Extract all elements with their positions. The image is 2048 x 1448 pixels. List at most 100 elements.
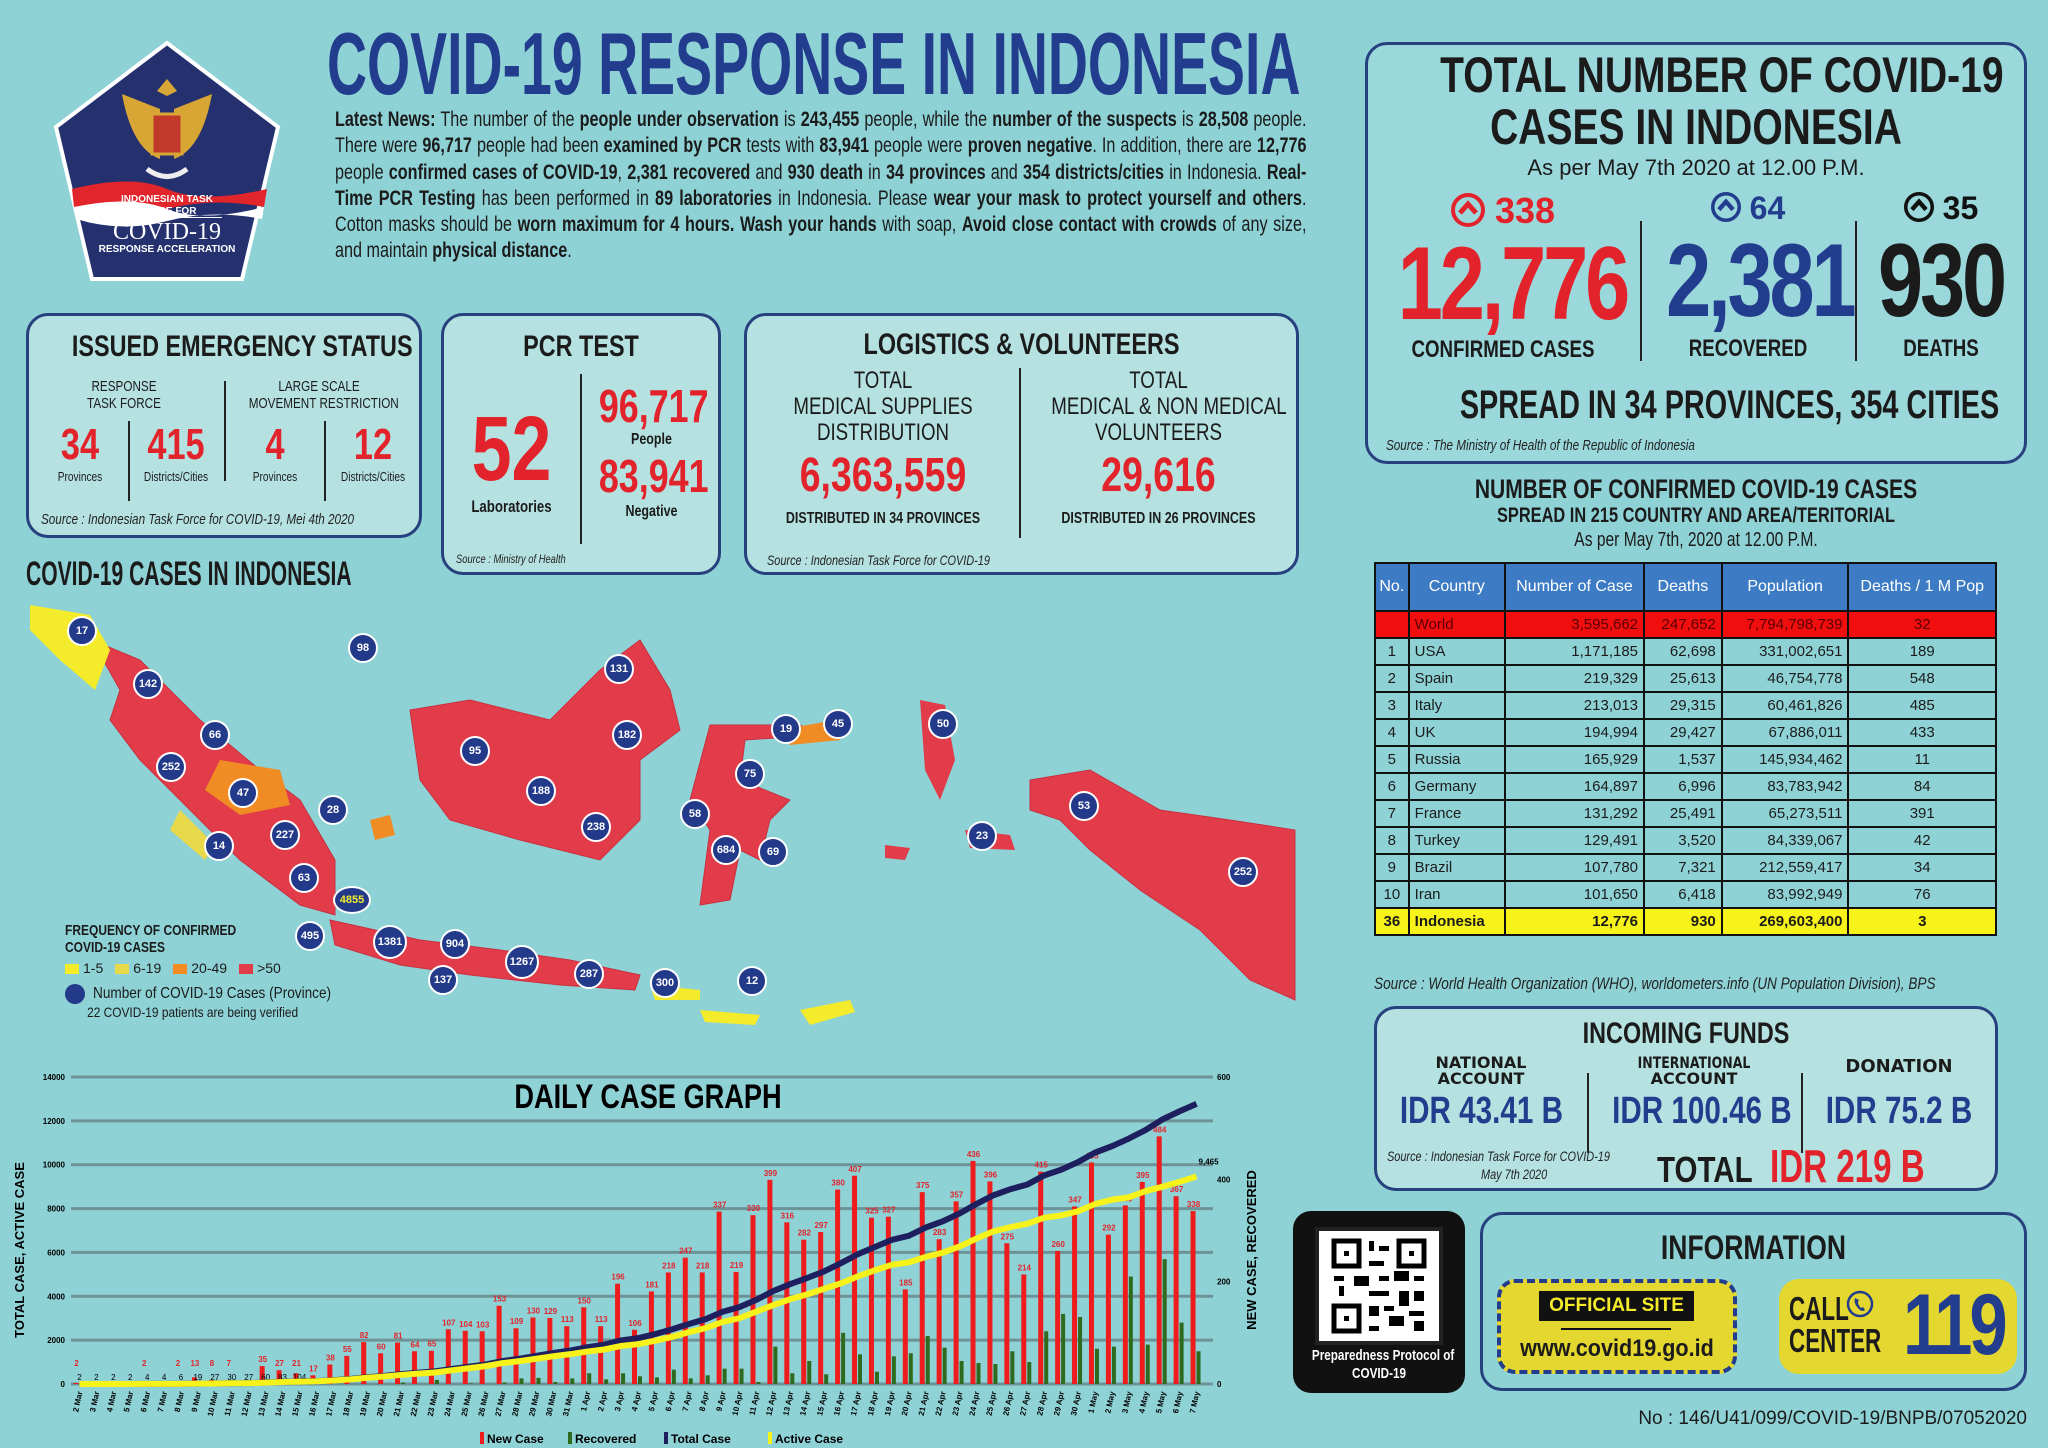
province-bubble[interactable]: 53 — [1069, 791, 1099, 821]
logo-line: RESPONSE ACCELERATION — [98, 244, 236, 255]
y-tick-label: 0 — [61, 1380, 66, 1389]
province-bubble[interactable]: 1381 — [373, 925, 407, 959]
province-bubble[interactable]: 28 — [318, 795, 348, 825]
news-text: is — [778, 108, 801, 131]
early-label: 4 — [145, 1373, 150, 1382]
new-case-label: 380 — [831, 1179, 845, 1188]
x-tick-label: 21 Apr — [917, 1391, 931, 1417]
news-highlight: 89 laboratories — [655, 186, 772, 210]
province-bubble[interactable]: 142 — [133, 669, 163, 699]
province-bubble[interactable]: 904 — [440, 929, 470, 959]
logo-text: INDONESIAN TASK FORCE FOR COVID-19 RESPO… — [52, 194, 282, 255]
website-url[interactable]: www.covid19.go.id — [1520, 1335, 1714, 1362]
table-cell: Italy — [1407, 691, 1506, 720]
early-label: 30 — [227, 1373, 236, 1382]
province-bubble[interactable]: 66 — [200, 720, 230, 750]
x-tick-label: 7 May — [1188, 1390, 1202, 1414]
recovered-bar — [1196, 1351, 1201, 1384]
recovered-bar — [790, 1373, 795, 1384]
x-tick-label: 20 Mar — [375, 1391, 389, 1418]
new-case-label: 64 — [411, 1340, 420, 1349]
total-cases-panel: TOTAL NUMBER OF COVID-19 CASES IN INDONE… — [1365, 42, 2027, 464]
latest-news-paragraph: Latest News: The number of the people un… — [335, 107, 1306, 265]
province-bubble[interactable]: 17 — [67, 616, 97, 646]
logo-covid: COVID-19 — [113, 219, 221, 245]
province-bubble[interactable]: 98 — [348, 633, 378, 663]
province-bubble[interactable]: 63 — [289, 863, 319, 893]
x-tick-label: 2 May — [1103, 1390, 1117, 1414]
label: Districts/Cities — [143, 469, 209, 484]
province-bubble[interactable]: 12 — [737, 966, 767, 996]
logistics-title: LOGISTICS & VOLUNTEERS — [863, 328, 1180, 361]
early-label: 27 — [244, 1373, 253, 1382]
label: DISTRIBUTED IN 34 PROVINCES — [785, 510, 981, 527]
table-row: 7 France 131,292 25,491 65,273,511 391 — [1374, 799, 1997, 828]
call-center-number[interactable]: 119 — [1903, 1277, 2008, 1373]
province-bubble[interactable]: 47 — [228, 778, 258, 808]
province-bubble[interactable]: 287 — [574, 959, 604, 989]
early-label: 2 — [94, 1373, 99, 1382]
recovered-bar — [756, 1381, 761, 1384]
x-tick-label: 1 Apr — [579, 1391, 592, 1413]
new-case-label: 2 — [176, 1359, 181, 1368]
province-bubble[interactable]: 58 — [680, 799, 710, 829]
province-bubble[interactable]: 45 — [823, 709, 853, 739]
y-tick-label: 4000 — [47, 1292, 65, 1301]
province-bubble[interactable]: 182 — [612, 720, 642, 750]
province-bubble[interactable]: 14 — [204, 831, 234, 861]
official-site-link[interactable]: OFFICIAL SITE www.covid19.go.id — [1497, 1279, 1737, 1374]
province-bubble-jakarta[interactable]: 4855 — [333, 886, 371, 914]
call-center-button[interactable]: CALL CENTER 119 — [1779, 1277, 2017, 1374]
province-bubble[interactable]: 238 — [581, 812, 611, 842]
province-bubble[interactable]: 252 — [1228, 857, 1258, 887]
divider — [1019, 368, 1021, 538]
table-cell: 9 — [1374, 853, 1410, 882]
province-bubble[interactable]: 137 — [428, 965, 458, 995]
province-bubble[interactable]: 50 — [928, 709, 958, 739]
new-case-bar — [513, 1328, 519, 1384]
news-highlight: confirmed cases of COVID-19 — [388, 160, 618, 184]
x-tick-label: 30 Mar — [544, 1391, 558, 1418]
province-bubble[interactable]: 95 — [460, 736, 490, 766]
table-cell: 46,754,778 — [1720, 664, 1850, 693]
province-bubble[interactable]: 227 — [270, 820, 300, 850]
medical-supplies-count: 6,363,559 — [799, 449, 967, 502]
table-cell: Turkey — [1407, 826, 1506, 855]
province-bubble[interactable]: 75 — [735, 759, 765, 789]
new-case-bar — [1173, 1196, 1179, 1384]
province-bubble[interactable]: 684 — [711, 835, 741, 865]
province-bubble[interactable]: 300 — [650, 968, 680, 998]
x-tick-label: 3 Apr — [613, 1391, 626, 1413]
new-case-bar — [259, 1366, 265, 1384]
province-bubble[interactable]: 131 — [604, 654, 634, 684]
province-bubble[interactable]: 19 — [771, 714, 801, 744]
x-tick-label: 14 Apr — [798, 1391, 812, 1417]
province-bubble[interactable]: 23 — [967, 821, 997, 851]
y-right-tick-label: 0 — [1217, 1380, 1222, 1389]
province-bubble[interactable]: 1267 — [505, 945, 539, 979]
new-case-label: 292 — [1102, 1224, 1116, 1233]
qr-code-icon[interactable] — [1315, 1227, 1443, 1345]
legend-item: >50 — [239, 960, 281, 976]
table-cell: 67,886,011 — [1720, 718, 1850, 747]
table-cell: 7,321 — [1643, 853, 1723, 882]
table-cell: 29,315 — [1643, 691, 1723, 720]
divider — [1640, 221, 1642, 361]
recovered-bar — [942, 1347, 947, 1384]
new-case-label: 104 — [459, 1320, 473, 1329]
province-bubble[interactable]: 69 — [758, 837, 788, 867]
x-tick-label: 5 May — [1154, 1390, 1168, 1414]
province-bubble[interactable]: 252 — [156, 752, 186, 782]
aceh-region — [30, 605, 110, 690]
x-tick-label: 19 Mar — [358, 1391, 372, 1418]
news-highlight: Real-Time PCR Testing — [335, 160, 1307, 210]
new-case-bar — [1139, 1181, 1145, 1384]
qr-code-card[interactable]: Preparedness Protocol of COVID-19 — [1293, 1211, 1465, 1393]
table-cell: France — [1407, 799, 1506, 828]
new-case-label: 103 — [476, 1320, 490, 1329]
new-case-bar — [987, 1181, 993, 1384]
table-cell: 3 — [1847, 907, 1997, 936]
province-bubble[interactable]: 188 — [526, 776, 556, 806]
new-case-bar — [598, 1326, 604, 1384]
province-bubble[interactable]: 495 — [295, 921, 325, 951]
